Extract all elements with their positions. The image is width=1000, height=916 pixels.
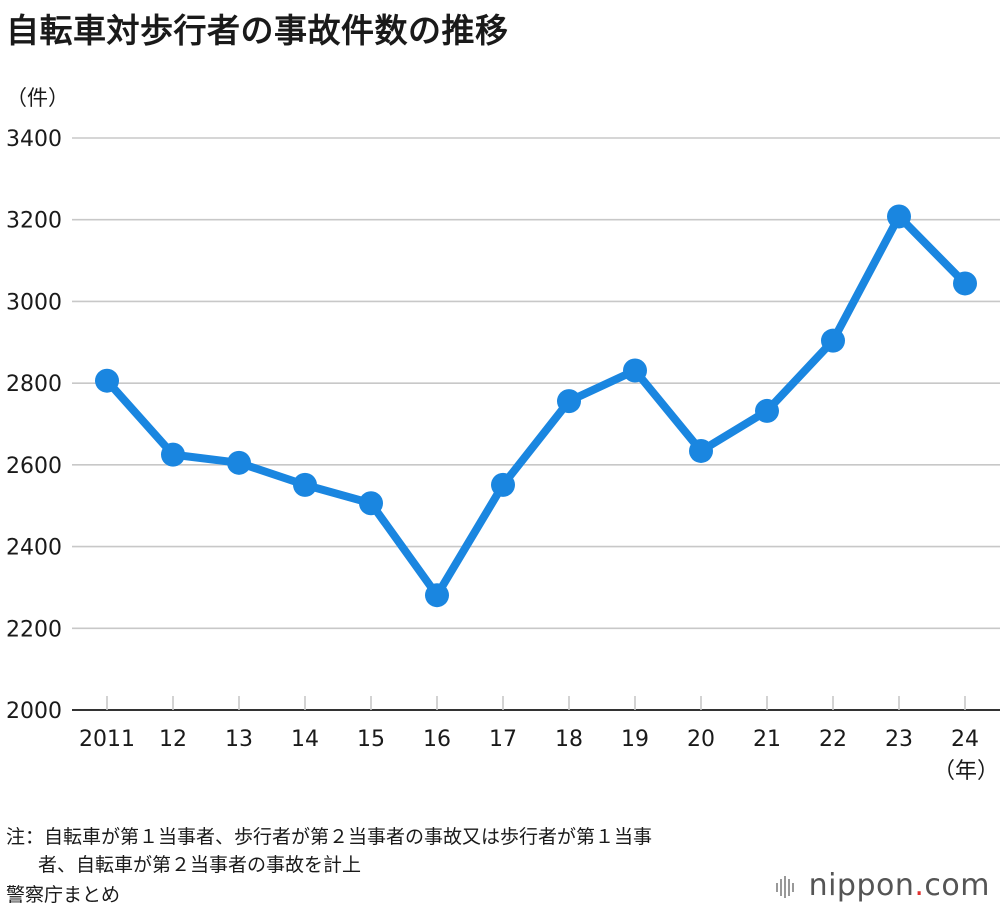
x-tick-label: 2011: [79, 727, 135, 752]
x-tick-label: 13: [225, 727, 253, 752]
data-point: [227, 450, 251, 475]
x-tick-label: 12: [159, 727, 187, 752]
data-point: [821, 328, 845, 353]
x-tick-label: 20: [687, 727, 715, 752]
gridlines: [72, 137, 1000, 711]
x-axis-unit: （年）: [933, 759, 999, 784]
brand-dot: .: [914, 868, 925, 903]
data-point: [755, 398, 779, 423]
y-tick-label: 2600: [6, 454, 62, 479]
brand-name: nippon: [808, 868, 915, 903]
data-point: [887, 204, 911, 229]
footnote-line-1: 注：自転車が第１当事者、歩行者が第２当事者の事故又は歩行者が第１当事: [6, 826, 653, 848]
y-axis-ticks: 2000 2200 2400 2600 2800 3000 3200 3400: [6, 127, 62, 724]
data-point: [689, 438, 713, 463]
data-point: [359, 491, 383, 516]
x-tick-label: 19: [621, 727, 649, 752]
x-tick-label: 23: [885, 727, 913, 752]
y-tick-label: 3400: [6, 127, 62, 152]
series-line: [103, 212, 969, 600]
series-polyline: [103, 212, 969, 600]
data-point: [161, 442, 185, 467]
x-axis-ticks: 2011 12 13 14 15 16 17 18 19 20 21 22 23 24: [79, 696, 979, 752]
chart-title: 自転車対歩行者の事故件数の推移: [6, 11, 509, 50]
y-tick-label: 2400: [6, 536, 62, 561]
y-tick-label: 3000: [6, 290, 62, 315]
brand-logo[interactable]: nippon.com: [775, 868, 990, 903]
brand-suffix: com: [924, 868, 990, 903]
data-point: [953, 271, 977, 296]
brand-bars-icon: [775, 875, 794, 898]
x-tick-label: 22: [819, 727, 847, 752]
data-point: [293, 472, 317, 497]
x-tick-label: 18: [555, 727, 583, 752]
data-point: [425, 583, 449, 608]
data-point: [95, 368, 119, 393]
x-tick-label: 14: [291, 727, 319, 752]
data-point: [491, 472, 515, 497]
x-tick-label: 16: [423, 727, 451, 752]
x-tick-label: 15: [357, 727, 385, 752]
y-tick-label: 2200: [6, 617, 62, 642]
y-tick-label: 2000: [6, 699, 62, 724]
footnote-line-2: 者、自転車が第２当事者の事故を計上: [38, 854, 362, 876]
y-tick-label: 3200: [6, 209, 62, 234]
data-point: [557, 389, 581, 414]
series-points: [95, 204, 977, 608]
x-tick-label: 21: [753, 727, 781, 752]
x-tick-label: 24: [951, 727, 979, 752]
y-tick-label: 2800: [6, 372, 62, 397]
data-point: [623, 358, 647, 383]
y-axis-unit: （件）: [6, 86, 69, 110]
source-credit: 警察庁まとめ: [6, 884, 121, 906]
x-tick-label: 17: [489, 727, 517, 752]
